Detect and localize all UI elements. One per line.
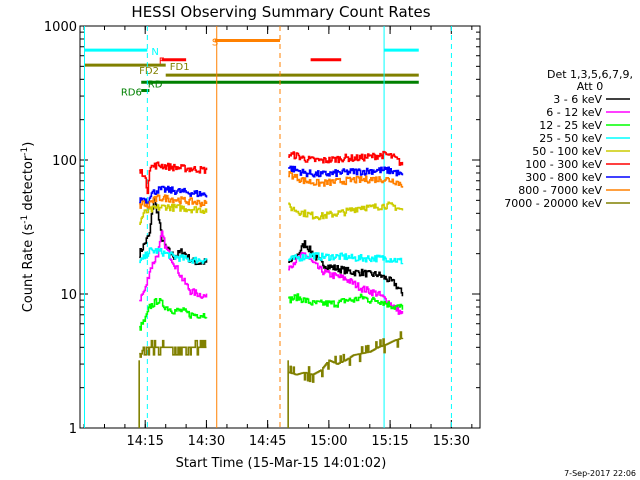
flag-label-rd: RD — [148, 79, 163, 90]
legend-label: 6 - 12 keV — [546, 106, 602, 119]
legend-label: 800 - 7000 keV — [518, 184, 602, 197]
legend-label: 3 - 6 keV — [553, 93, 602, 106]
series-line — [139, 247, 208, 264]
series-line — [139, 230, 208, 302]
flag-label-rd6: RD6 — [121, 88, 142, 99]
x-tick-label: 15:00 — [310, 434, 347, 449]
series-line — [139, 198, 208, 266]
series-line — [288, 240, 404, 297]
legend-label: 300 - 800 keV — [525, 171, 602, 184]
legend-label: 7000 - 20000 keV — [504, 197, 602, 210]
series-lines — [138, 150, 404, 428]
y-axis-label-mid: detector — [21, 155, 36, 215]
series-line — [139, 339, 207, 358]
series-line — [288, 150, 404, 166]
vertical-markers — [83, 26, 452, 428]
flag-label-fd2: FD2 — [139, 66, 159, 77]
series-line — [288, 252, 404, 315]
y-axis-label-main: Count Rate (s — [21, 224, 36, 313]
legend-header: Att 0 — [577, 80, 603, 93]
series-line — [139, 161, 208, 195]
series-line — [288, 201, 404, 221]
series-line — [139, 203, 208, 225]
flag-bars: N S F FD1 FD2 RD RD6 — [84, 37, 419, 99]
plot-axes: 1 10 100 1000 14:15 14:30 14:45 15:00 15:15 15:30 — [44, 20, 481, 449]
x-tick-label: 15:30 — [433, 434, 470, 449]
legend-label: 12 - 25 keV — [539, 119, 602, 132]
series-line — [139, 298, 208, 331]
timestamp: 7-Sep-2017 22:06 — [564, 469, 636, 478]
series-line — [288, 252, 404, 265]
series-line — [288, 171, 404, 188]
x-tick-label: 14:30 — [188, 434, 225, 449]
chart-title: HESSI Observing Summary Count Rates — [131, 3, 430, 21]
flag-label-s: S — [212, 37, 218, 48]
series-line — [288, 165, 404, 178]
legend-label: 25 - 50 keV — [539, 132, 602, 145]
flag-label-n: N — [151, 47, 158, 58]
legend-label: 100 - 300 keV — [525, 158, 602, 171]
series-line — [139, 194, 208, 209]
y-tick-label: 1000 — [44, 20, 77, 35]
x-tick-label: 14:15 — [126, 434, 163, 449]
legend-header: Det 1,3,5,6,7,9, — [547, 68, 633, 81]
flag-label-fd1: FD1 — [170, 62, 190, 73]
y-axis-label-sup2: -1 — [20, 147, 30, 156]
y-tick-label: 10 — [60, 288, 77, 303]
legend-label: 50 - 100 keV — [532, 145, 602, 158]
y-tick-label: 1 — [69, 422, 77, 437]
x-tick-label: 15:15 — [371, 434, 408, 449]
y-tick-label: 100 — [52, 154, 77, 169]
y-axis-label-sup1: -1 — [20, 215, 30, 224]
series-line — [288, 331, 404, 383]
y-axis-label: Count Rate (s-1 detector-1) — [20, 142, 36, 313]
series-line — [139, 185, 208, 206]
x-tick-label: 14:45 — [249, 434, 286, 449]
series-line — [288, 293, 404, 310]
y-axis-label-end: ) — [21, 142, 36, 147]
flag-label-f: F — [159, 57, 165, 68]
x-axis-label: Start Time (15-Mar-15 14:01:02) — [176, 456, 387, 471]
